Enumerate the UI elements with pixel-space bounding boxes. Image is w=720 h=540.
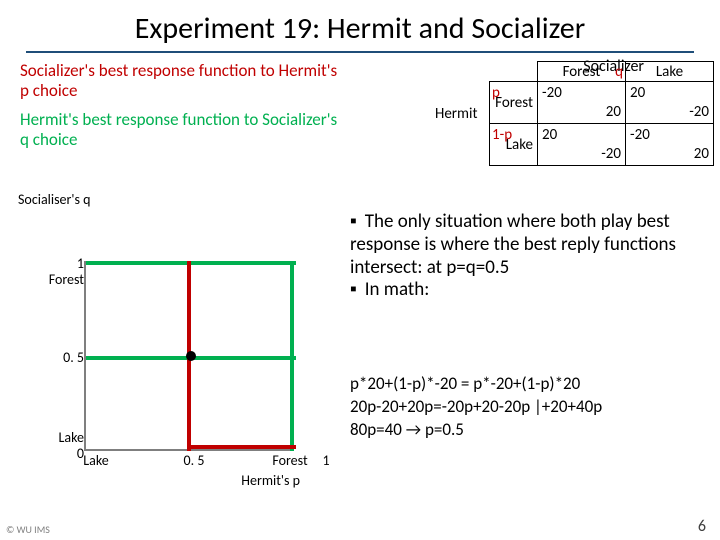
ytick-forest: Forest [28, 271, 84, 288]
left-descriptions: Socializer's best response function to H… [20, 61, 340, 149]
xtick-mid: 0. 5 [164, 452, 224, 469]
math-line-1: p*20+(1-p)*-20 = p*-20+(1-p)*20 [350, 373, 720, 396]
title-rule [26, 51, 694, 53]
row-head-forest: p Forest [490, 82, 538, 124]
math-line-2: 20p-20+20p=-20p+20-20p |+20+40p [350, 396, 720, 419]
bullet-list: The only situation where both play best … [350, 211, 710, 302]
cell-ff: -20 20 [538, 82, 626, 124]
xtick-lake: Lake [66, 452, 126, 469]
y-axis-title: Socialiser's q [18, 191, 91, 208]
plot-area: 1 Forest 0. 5 Lake 0 Lake 0. 5 Forest 1 … [84, 261, 294, 451]
footer-copyright: © WU IMS [6, 523, 50, 536]
x-axis-title: Hermit's p [180, 472, 300, 489]
hermit-line-right [290, 261, 294, 451]
socializer-line-horz [191, 445, 296, 449]
ytick-1: 1 [28, 255, 84, 272]
col-head-lake: Lake 1-q [626, 62, 714, 82]
payoff-table: Socializer Hermit Forest q Lake 1-q p Fo… [489, 61, 714, 166]
row-prob-1p: 1-p [492, 126, 512, 144]
row-head-lake: 1-p Lake [490, 124, 538, 166]
col-head-forest: Forest q [538, 62, 626, 82]
row-player-label: Hermit [435, 105, 478, 123]
row-prob-p: p [492, 84, 500, 102]
page-title: Experiment 19: Hermit and Socializer [0, 0, 720, 51]
socializer-line-vert [86, 261, 191, 451]
bullet-1: The only situation where both play best … [350, 211, 710, 279]
xtick-1: 1 [296, 452, 356, 469]
socializer-brf-desc: Socializer's best response function to H… [20, 61, 340, 100]
payoff-grid: Forest q Lake 1-q p Forest -20 20 [489, 61, 714, 166]
ytick-lake: Lake [28, 429, 84, 446]
cell-lf: 20 -20 [538, 124, 626, 166]
col-prob-q: q [615, 63, 623, 81]
bullet-2: In math: [350, 279, 710, 302]
ytick-mid: 0. 5 [28, 349, 84, 366]
hermit-brf-desc: Hermit's best response function to Socia… [20, 110, 340, 149]
cell-ll: -20 20 [626, 124, 714, 166]
math-line-3: 80p=40 → p=0.5 [350, 419, 720, 442]
best-response-chart: Socialiser's q 1 Forest 0. 5 Lake 0 Lake… [24, 231, 314, 491]
math-derivation: p*20+(1-p)*-20 = p*-20+(1-p)*20 20p-20+2… [350, 373, 720, 442]
intersection-dot [186, 351, 196, 361]
cell-fl: 20 -20 [626, 82, 714, 124]
page-number: 6 [698, 517, 706, 536]
